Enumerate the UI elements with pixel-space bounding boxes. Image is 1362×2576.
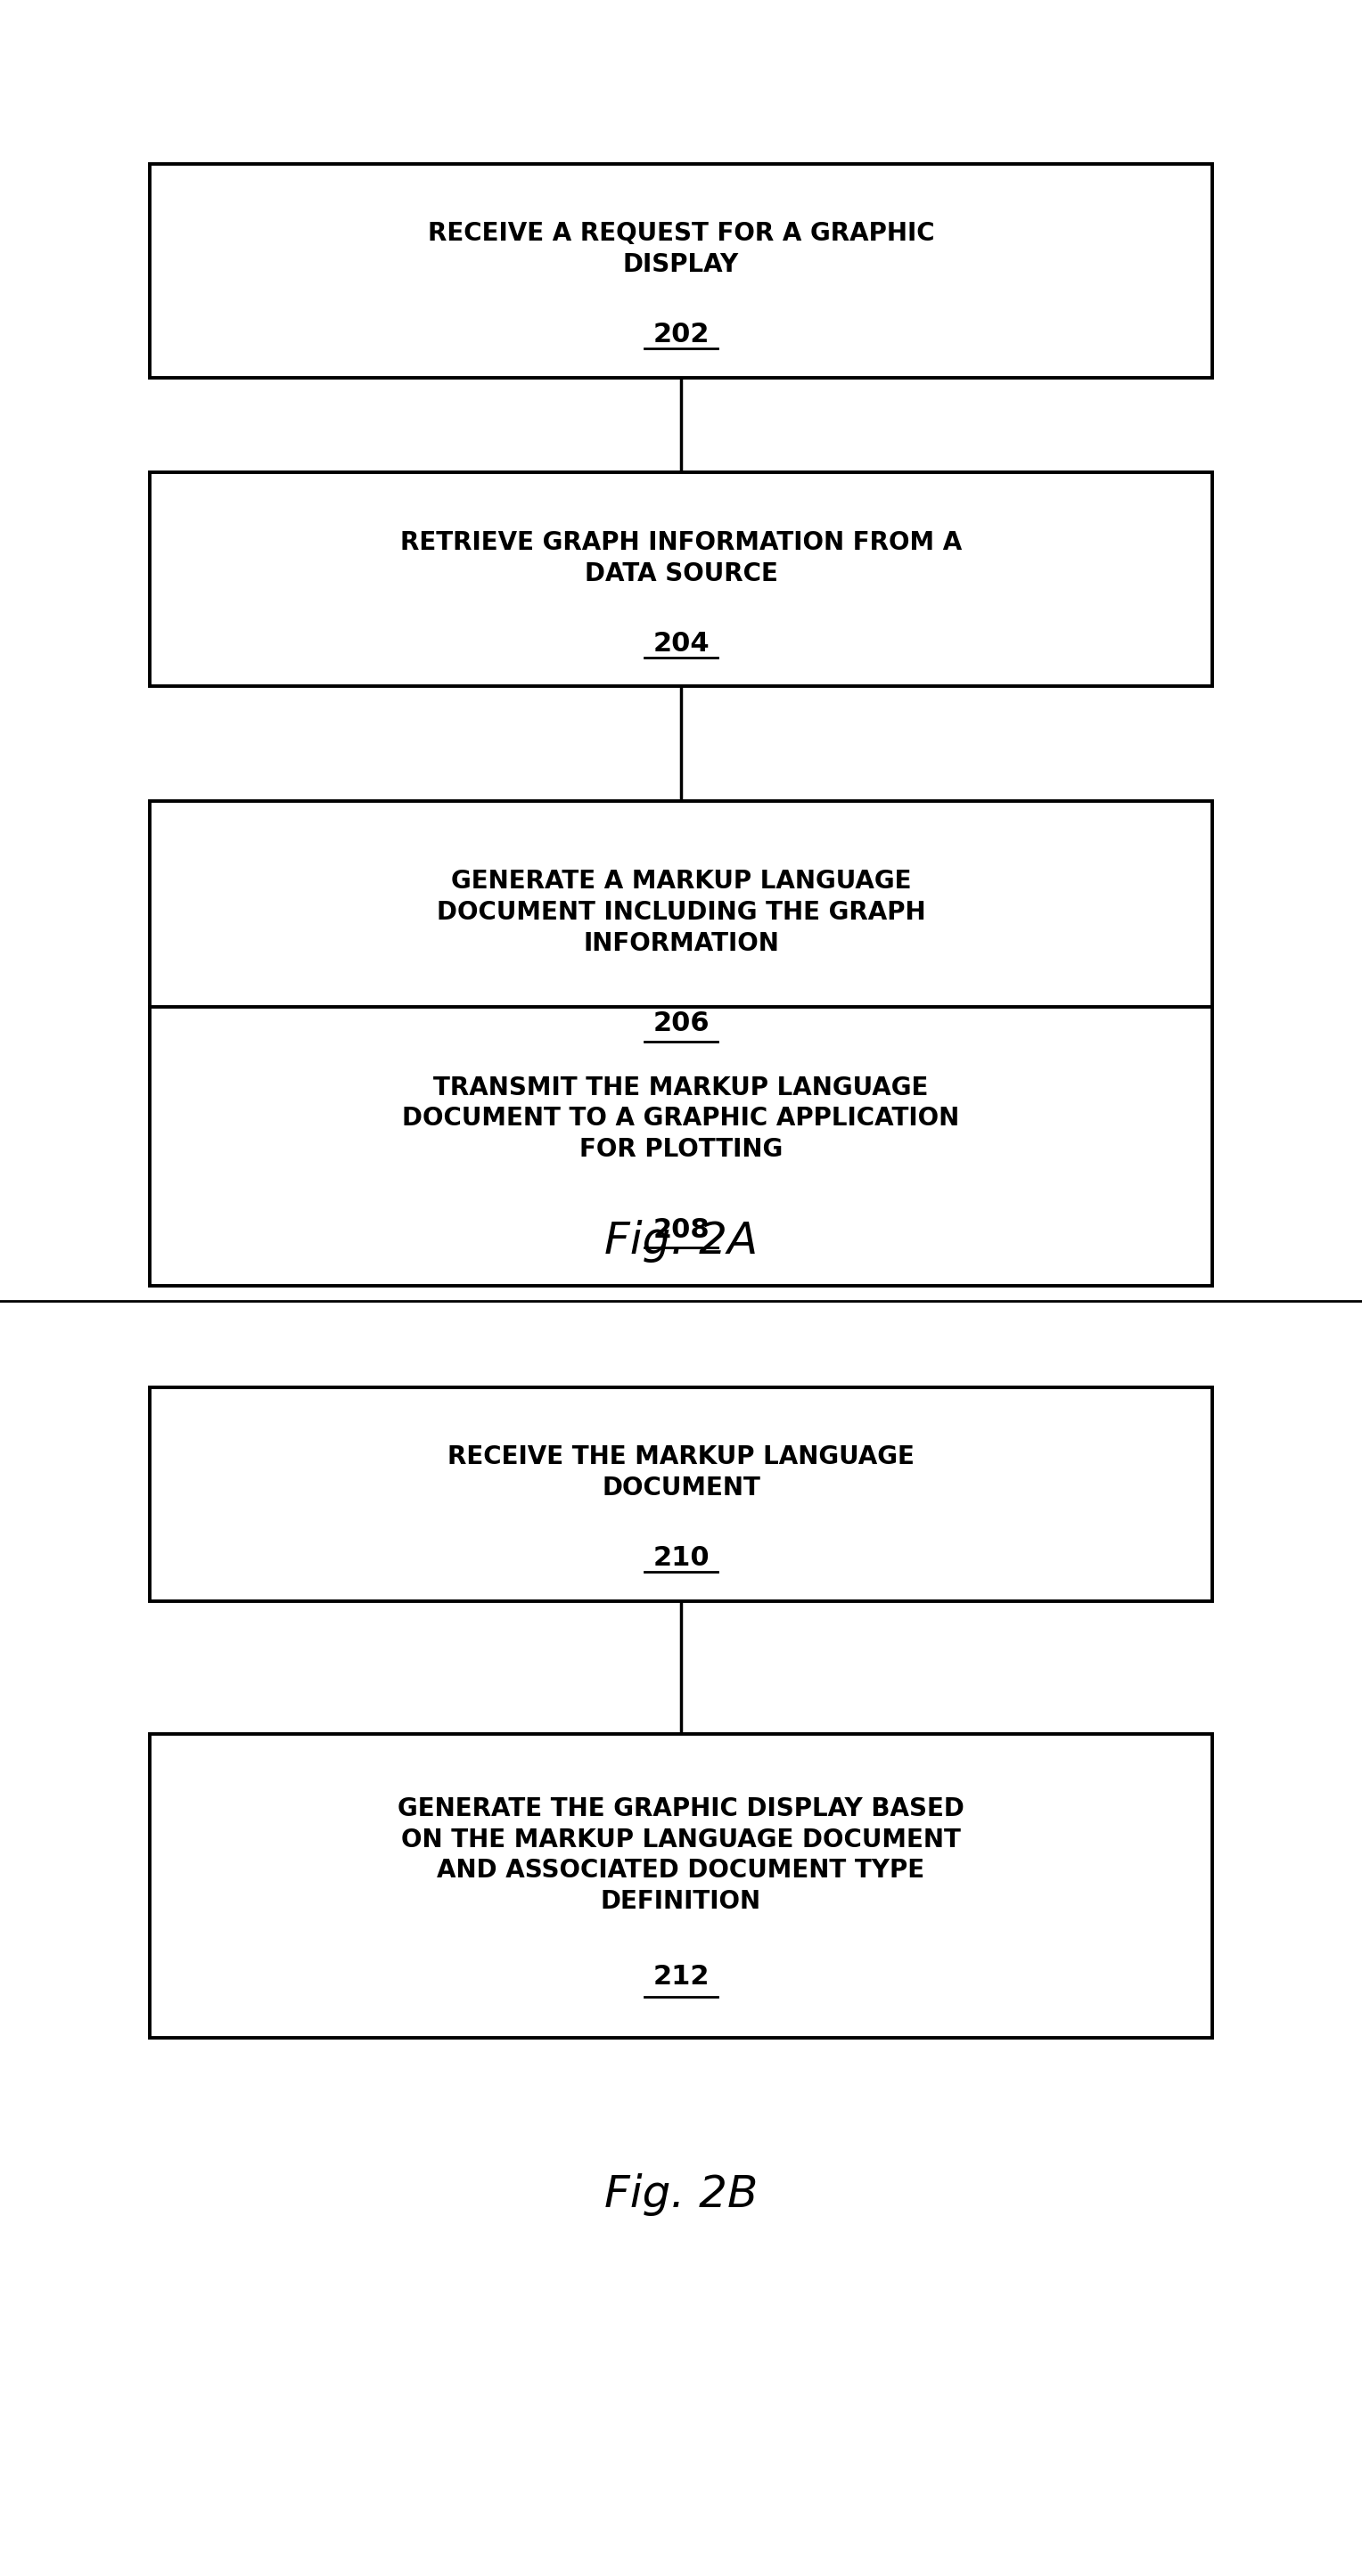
FancyBboxPatch shape xyxy=(150,1007,1212,1285)
Text: TRANSMIT THE MARKUP LANGUAGE
DOCUMENT TO A GRAPHIC APPLICATION
FOR PLOTTING: TRANSMIT THE MARKUP LANGUAGE DOCUMENT TO… xyxy=(402,1074,960,1162)
Text: RECEIVE THE MARKUP LANGUAGE
DOCUMENT: RECEIVE THE MARKUP LANGUAGE DOCUMENT xyxy=(448,1445,914,1502)
Text: GENERATE A MARKUP LANGUAGE
DOCUMENT INCLUDING THE GRAPH
INFORMATION: GENERATE A MARKUP LANGUAGE DOCUMENT INCL… xyxy=(436,868,926,956)
Text: 206: 206 xyxy=(652,1010,710,1036)
Text: 212: 212 xyxy=(652,1963,710,1989)
Text: GENERATE THE GRAPHIC DISPLAY BASED
ON THE MARKUP LANGUAGE DOCUMENT
AND ASSOCIATE: GENERATE THE GRAPHIC DISPLAY BASED ON TH… xyxy=(398,1795,964,1914)
Text: 204: 204 xyxy=(652,631,710,657)
Text: RECEIVE A REQUEST FOR A GRAPHIC
DISPLAY: RECEIVE A REQUEST FOR A GRAPHIC DISPLAY xyxy=(428,222,934,278)
FancyBboxPatch shape xyxy=(150,1734,1212,2038)
FancyBboxPatch shape xyxy=(150,801,1212,1079)
Text: RETRIEVE GRAPH INFORMATION FROM A
DATA SOURCE: RETRIEVE GRAPH INFORMATION FROM A DATA S… xyxy=(400,531,962,587)
FancyBboxPatch shape xyxy=(150,165,1212,376)
Text: 202: 202 xyxy=(652,322,710,348)
FancyBboxPatch shape xyxy=(150,474,1212,685)
Text: Fig. 2B: Fig. 2B xyxy=(605,2174,757,2215)
FancyBboxPatch shape xyxy=(150,1386,1212,1600)
Text: 208: 208 xyxy=(652,1216,710,1242)
Text: 210: 210 xyxy=(652,1546,710,1571)
Text: Fig. 2A: Fig. 2A xyxy=(605,1221,757,1262)
